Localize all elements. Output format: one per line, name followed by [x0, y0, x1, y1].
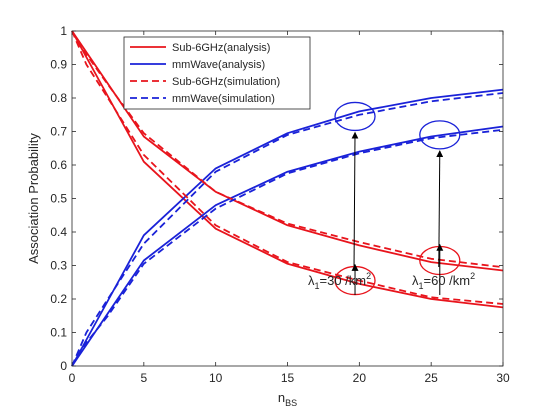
annotation-arrow: [351, 131, 359, 268]
x-tick-label: 20: [353, 371, 367, 385]
series-line-7: [71, 128, 504, 367]
series-line-1: [71, 30, 504, 272]
y-tick-label: 0.4: [50, 225, 67, 239]
series-layer: [71, 30, 504, 367]
y-tick-label: 0.5: [50, 192, 67, 206]
tick-layer: 0 5 10 15 20 25 30 0 0.1 0.2 0.3 0.4 0.5 0.6 0.7 0.8 0.9…: [50, 24, 510, 385]
series-line-5: [71, 30, 504, 269]
legend: Sub-6GHz(analysis) mmWave(analysis) Sub-6G…: [123, 36, 311, 110]
y-tick-label: 0.3: [50, 259, 67, 273]
y-tick-label: 1: [60, 24, 67, 38]
series-line-4: [71, 30, 504, 305]
y-tick-label: 0.7: [50, 125, 67, 139]
x-tick-label: 10: [209, 371, 223, 385]
series-line-3: [71, 125, 504, 367]
x-tick-label: 30: [496, 371, 510, 385]
x-axis-label: nBS: [278, 390, 297, 408]
series-line-2: [71, 88, 504, 367]
annotation-layer: λ1=30 /km2 λ1=60 /km2: [308, 101, 475, 296]
y-tick-label: 0.2: [50, 292, 67, 306]
legend-label: mmWave(simulation): [172, 93, 275, 105]
y-axis-label: Association Probability: [26, 133, 41, 264]
highlight-ellipse: [334, 101, 376, 132]
y-tick-label: 0.6: [50, 158, 67, 172]
y-tick-label: 0: [60, 359, 67, 373]
x-tick-label: 5: [140, 371, 147, 385]
series-line-0: [71, 30, 504, 309]
y-tick-label: 0.8: [50, 91, 67, 105]
legend-label: Sub-6GHz(simulation): [172, 76, 280, 88]
x-tick-label: 15: [281, 371, 295, 385]
x-tick-label: 0: [69, 371, 76, 385]
y-tick-label: 0.1: [50, 326, 67, 340]
legend-box: [123, 36, 311, 110]
annotation-label: λ1=60 /km2: [412, 271, 475, 291]
y-tick-label: 0.9: [50, 58, 67, 72]
series-line-6: [71, 92, 504, 367]
x-tick-label: 25: [424, 371, 438, 385]
highlight-ellipse: [419, 120, 461, 150]
legend-label: Sub-6GHz(analysis): [172, 42, 270, 54]
annotation-label: λ1=30 /km2: [308, 271, 371, 291]
legend-label: mmWave(analysis): [172, 59, 265, 71]
